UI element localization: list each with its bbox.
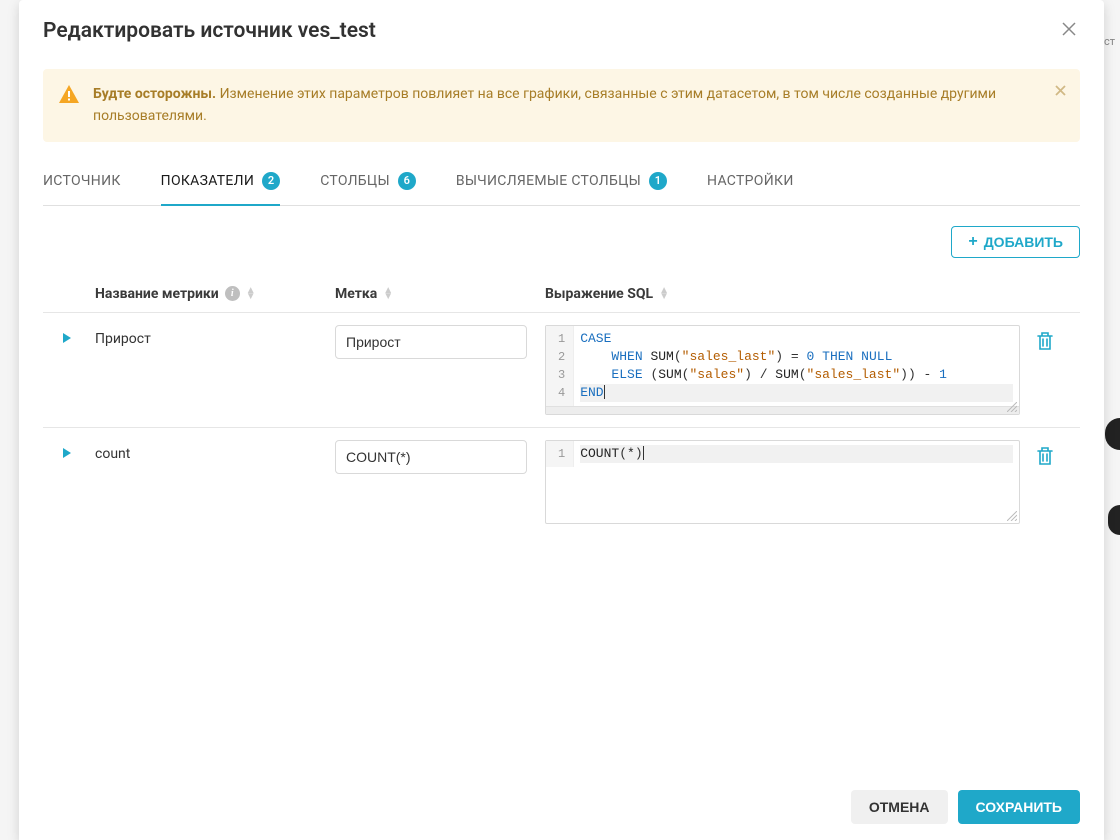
th-expand <box>43 286 95 302</box>
columns-count-badge: 6 <box>398 172 416 190</box>
metric-label-cell <box>335 440 545 474</box>
code-content[interactable]: COUNT(*) <box>574 441 1019 467</box>
metric-name: count <box>95 440 335 462</box>
code-content[interactable]: CASE WHEN SUM("sales_last") = 0 THEN NUL… <box>574 326 1019 406</box>
sort-icon: ▲▼ <box>383 288 393 300</box>
trash-icon <box>1036 446 1054 466</box>
tabs: ИСТОЧНИК ПОКАЗАТЕЛИ 2 СТОЛБЦЫ 6 ВЫЧИСЛЯЕ… <box>43 162 1080 206</box>
warning-alert: Будте осторожны. Изменение этих параметр… <box>43 69 1080 142</box>
alert-text: Будте осторожны. Изменение этих параметр… <box>93 83 1064 128</box>
close-icon <box>1062 22 1076 36</box>
resize-handle[interactable] <box>1007 402 1017 412</box>
caret-right-icon <box>63 448 71 458</box>
th-actions <box>1020 286 1080 302</box>
th-label-label: Метка <box>335 286 377 302</box>
tab-metrics[interactable]: ПОКАЗАТЕЛИ 2 <box>161 162 281 206</box>
background-fragment: ст <box>1104 35 1120 55</box>
row-actions <box>1020 440 1080 473</box>
tab-metrics-label: ПОКАЗАТЕЛИ <box>161 173 255 189</box>
tab-settings[interactable]: НАСТРОЙКИ <box>707 162 794 206</box>
sort-icon: ▲▼ <box>246 288 256 300</box>
resize-handle[interactable] <box>1007 511 1017 521</box>
metrics-count-badge: 2 <box>262 172 280 190</box>
line-gutter: 1 2 3 4 <box>546 326 574 406</box>
alert-close-button[interactable] <box>1055 83 1066 99</box>
caret-right-icon <box>63 333 71 343</box>
modal-header: Редактировать источник ves_test <box>19 0 1104 61</box>
delete-button[interactable] <box>1032 327 1058 358</box>
horizontal-scrollbar[interactable] <box>546 406 1019 414</box>
metrics-table: Название метрики i ▲▼ Метка ▲▼ Выражение… <box>43 276 1080 536</box>
line-gutter: 1 <box>546 441 574 467</box>
metrics-toolbar: + ДОБАВИТЬ <box>43 226 1080 258</box>
sql-editor[interactable]: 1 COUNT(*) <box>545 440 1020 524</box>
th-name-label: Название метрики <box>95 286 219 302</box>
info-icon[interactable]: i <box>225 286 240 301</box>
th-sql[interactable]: Выражение SQL ▲▼ <box>545 286 1020 302</box>
th-name[interactable]: Название метрики i ▲▼ <box>95 286 335 302</box>
tab-calc-label: ВЫЧИСЛЯЕМЫЕ СТОЛБЦЫ <box>456 173 641 189</box>
tab-source[interactable]: ИСТОЧНИК <box>43 162 121 206</box>
expand-toggle[interactable] <box>43 325 95 347</box>
sql-editor[interactable]: 1 2 3 4 CASE WHEN SUM("sales_last") = 0 … <box>545 325 1020 415</box>
table-header: Название метрики i ▲▼ Метка ▲▼ Выражение… <box>43 276 1080 313</box>
tab-columns[interactable]: СТОЛБЦЫ 6 <box>320 162 416 206</box>
trash-icon <box>1036 331 1054 351</box>
close-button[interactable] <box>1058 16 1080 45</box>
plus-icon: + <box>968 234 977 250</box>
metric-label-input[interactable] <box>335 440 527 474</box>
th-sql-label: Выражение SQL <box>545 286 653 302</box>
add-metric-button[interactable]: + ДОБАВИТЬ <box>951 226 1080 258</box>
save-button[interactable]: СОХРАНИТЬ <box>958 790 1080 824</box>
modal-body: Будте осторожны. Изменение этих параметр… <box>19 61 1104 774</box>
add-button-label: ДОБАВИТЬ <box>984 234 1063 250</box>
close-icon <box>1055 85 1066 96</box>
tab-calculated-columns[interactable]: ВЫЧИСЛЯЕМЫЕ СТОЛБЦЫ 1 <box>456 162 667 206</box>
delete-button[interactable] <box>1032 442 1058 473</box>
edit-source-modal: Редактировать источник ves_test Будте ос… <box>19 0 1104 840</box>
alert-bold: Будте осторожны. <box>93 86 216 102</box>
expand-toggle[interactable] <box>43 440 95 462</box>
metric-sql-cell: 1 2 3 4 CASE WHEN SUM("sales_last") = 0 … <box>545 325 1020 415</box>
calc-count-badge: 1 <box>649 172 667 190</box>
tab-columns-label: СТОЛБЦЫ <box>320 173 390 189</box>
table-row: count 1 COUNT(*) <box>43 428 1080 536</box>
row-actions <box>1020 325 1080 358</box>
th-label[interactable]: Метка ▲▼ <box>335 286 545 302</box>
modal-title: Редактировать источник ves_test <box>43 19 376 43</box>
metric-name: Прирост <box>95 325 335 347</box>
alert-message: Изменение этих параметров повлияет на вс… <box>93 86 996 124</box>
background-shape <box>1105 418 1120 450</box>
metric-label-cell <box>335 325 545 359</box>
metric-label-input[interactable] <box>335 325 527 359</box>
table-row: Прирост 1 2 3 4 CASE WHEN <box>43 313 1080 428</box>
metric-sql-cell: 1 COUNT(*) <box>545 440 1020 524</box>
warning-icon <box>59 85 79 107</box>
background-shape <box>1108 505 1120 535</box>
cancel-button[interactable]: ОТМЕНА <box>851 790 948 824</box>
sort-icon: ▲▼ <box>659 288 669 300</box>
modal-footer: ОТМЕНА СОХРАНИТЬ <box>19 774 1104 840</box>
